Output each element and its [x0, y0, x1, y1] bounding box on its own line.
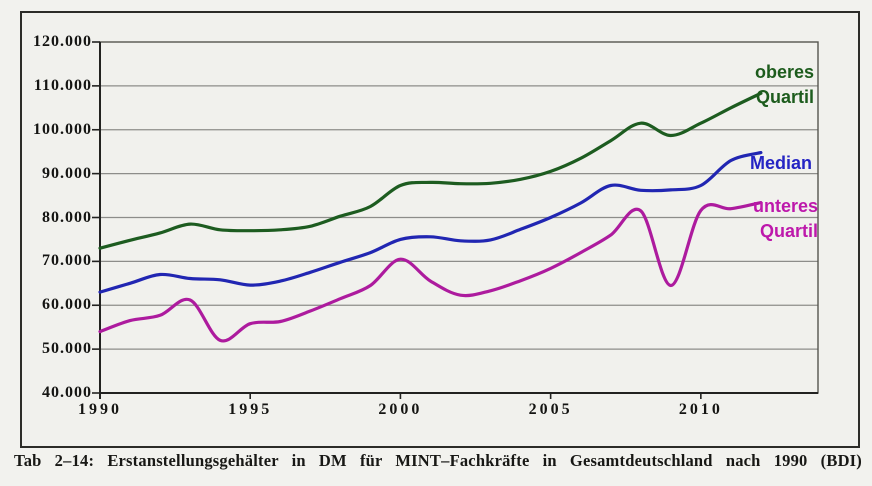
x-tick-label: 1995 [228, 401, 273, 418]
y-tick-label: 70.000 [42, 252, 92, 270]
series-label-oberes-quartil: oberes Quartil [755, 60, 814, 110]
series-label-line: Quartil [755, 87, 814, 107]
series-line-oberes-quartil [98, 91, 763, 250]
series-label-unteres-quartil: unteres Quartil [753, 194, 818, 244]
y-tick-label: 80.000 [42, 208, 92, 226]
x-tick-label: 2005 [528, 401, 573, 418]
series-label-line: Quartil [759, 221, 818, 241]
y-tick-label: 50.000 [42, 340, 92, 358]
y-tick-label: 90.000 [42, 164, 92, 182]
x-tick-label: 2010 [678, 401, 723, 418]
y-tick-label: 60.000 [42, 296, 92, 314]
series-label-line: oberes [754, 62, 814, 82]
y-tick-label: 120.000 [33, 33, 92, 50]
y-tick-label: 110.000 [33, 76, 92, 94]
figure-caption: Tab 2–14: Erstanstellungsgehälter in DM … [14, 451, 862, 470]
series-label-line: Median [749, 153, 812, 173]
figure-border [20, 11, 860, 448]
x-tick-label: 1990 [78, 401, 122, 418]
x-tick-label: 2000 [378, 401, 423, 418]
series-line-unteres-quartil [98, 201, 763, 343]
series-line-median [98, 151, 763, 294]
series-label-line: unteres [752, 196, 818, 216]
y-tick-label: 100.000 [33, 120, 92, 138]
series-label-median: Median [750, 151, 812, 176]
y-tick-label: 40.000 [42, 384, 92, 401]
